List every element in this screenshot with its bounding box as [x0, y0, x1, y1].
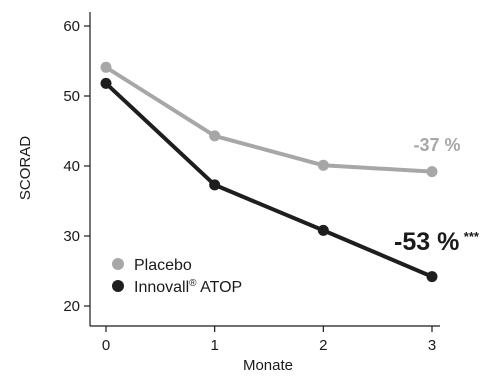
series-layer	[100, 61, 438, 283]
y-ticks: 20 30 40 50 60	[63, 18, 90, 315]
data-point-placebo	[317, 159, 329, 171]
atop-change-label: -53 % ***	[394, 228, 480, 256]
data-point-innovall-atop	[209, 179, 221, 191]
x-ticks: 0 1 2 3	[102, 326, 436, 354]
x-tick-label: 1	[210, 337, 218, 354]
data-point-placebo	[209, 130, 221, 142]
legend-label-innovall-name: Innovall	[134, 279, 189, 296]
x-tick-label: 2	[319, 337, 327, 354]
y-tick-label: 20	[63, 298, 80, 315]
series-line-placebo	[104, 65, 434, 174]
legend-marker-placebo	[112, 258, 124, 270]
y-tick-label: 30	[63, 228, 80, 245]
axes: 20 30 40 50 60 0 1 2 3	[63, 12, 440, 354]
data-point-placebo	[100, 61, 112, 73]
x-tick-label: 3	[428, 337, 436, 354]
legend-label-atop-suffix: ATOP	[197, 279, 243, 296]
data-point-innovall-atop	[317, 224, 329, 236]
legend-label-innovall-atop: Innovall® ATOP	[134, 278, 242, 296]
atop-significance-stars: ***	[464, 229, 480, 244]
x-tick-label: 0	[102, 337, 110, 354]
placebo-change-label: -37 %	[413, 135, 460, 155]
series-line-innovall-atop	[104, 81, 434, 279]
atop-change-value: -53 %	[394, 228, 459, 256]
legend-marker-innovall-atop	[112, 280, 124, 292]
legend: Placebo Innovall® ATOP	[112, 257, 242, 296]
x-axis-title: Monate	[243, 357, 293, 374]
data-point-innovall-atop	[100, 77, 112, 89]
y-axis-title: SCORAD	[17, 136, 34, 200]
legend-label-registered-mark: ®	[189, 278, 197, 289]
data-point-innovall-atop	[426, 271, 438, 283]
y-tick-label: 60	[63, 18, 80, 35]
legend-label-placebo: Placebo	[134, 257, 192, 274]
data-point-placebo	[426, 166, 438, 178]
y-tick-label: 40	[63, 158, 80, 175]
y-tick-label: 50	[63, 88, 80, 105]
